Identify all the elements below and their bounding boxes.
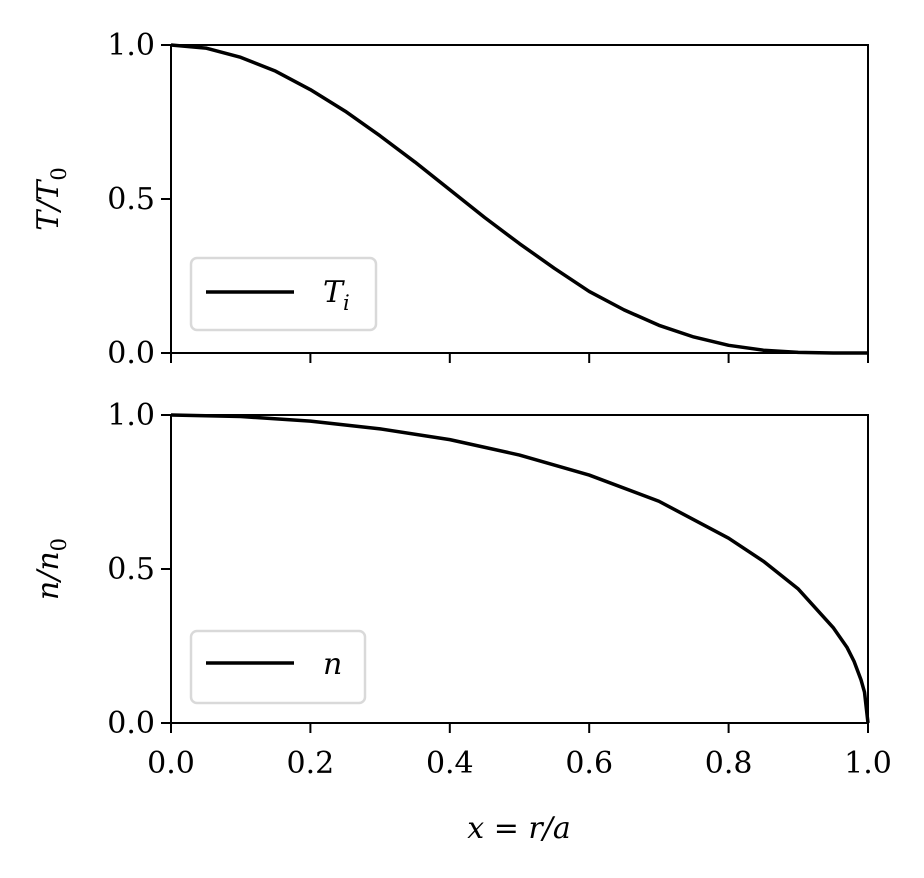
top-ytick-label: 0.5: [107, 182, 155, 217]
top-ytick-label: 1.0: [107, 28, 155, 63]
bottom-ytick-label: 0.5: [107, 552, 155, 587]
bottom-legend-label: n: [323, 647, 342, 682]
bottom-ytick-label: 1.0: [107, 398, 155, 433]
bottom-legend: n: [189, 629, 367, 705]
bottom-legend-box: [189, 629, 367, 705]
bottom-ticks: 0.0 0.5 1.0 0.0 0.2 0.4 0.6 0.8 1.0: [107, 398, 892, 781]
top-ylabel: T/T0: [31, 167, 71, 231]
top-legend-label: Ti: [323, 275, 350, 315]
bottom-xlabel: x = r/a: [467, 811, 570, 846]
top-legend-box: [189, 256, 378, 332]
series-line-ti: [170, 43, 868, 355]
bottom-xtick-label: 0.4: [426, 746, 474, 781]
bottom-xtick-label: 0.8: [705, 746, 753, 781]
top-panel: 0.0 0.5 1.0 T/T0 Ti: [31, 28, 869, 371]
bottom-panel: 0.0 0.5 1.0 0.0 0.2 0.4 0.6 0.8 1.0 n/n0 x = r/a…: [31, 398, 892, 846]
bottom-xtick-label: 0.2: [287, 746, 335, 781]
top-ticks: 0.0 0.5 1.0: [107, 28, 869, 371]
top-ytick-label: 0.0: [107, 336, 155, 371]
bottom-xtick-label: 0.6: [565, 746, 613, 781]
series-line-n: [170, 413, 870, 724]
bottom-xtick-label: 0.0: [147, 746, 195, 781]
bottom-ytick-label: 0.0: [107, 706, 155, 741]
bottom-xtick-label: 1.0: [844, 746, 892, 781]
bottom-ylabel: n/n0: [31, 538, 71, 600]
top-legend: Ti: [189, 256, 378, 332]
